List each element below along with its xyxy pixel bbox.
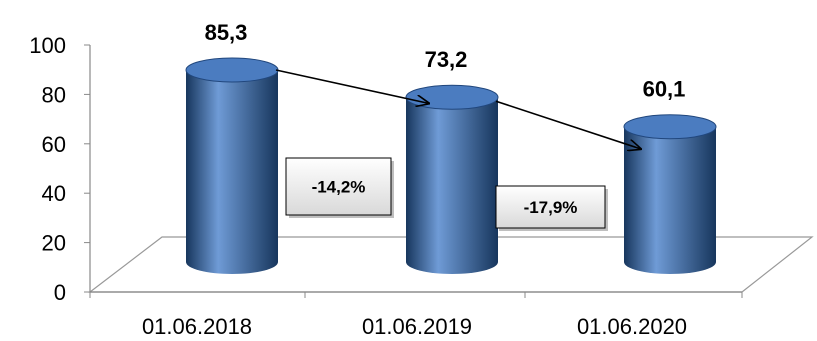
y-tick-label: 80: [42, 82, 66, 107]
data-label: 60,1: [643, 77, 686, 102]
bar-top: [624, 115, 716, 139]
x-tick-label: 01.06.2018: [142, 314, 252, 339]
change-label: -14,2%: [312, 178, 366, 197]
bar-2: [406, 85, 498, 274]
y-tick-label: 0: [54, 280, 66, 305]
bar-body: [186, 70, 278, 274]
x-tick-label: 01.06.2020: [577, 314, 687, 339]
data-label: 73,2: [425, 47, 468, 72]
change-box: -17,9%: [496, 186, 608, 231]
y-tick-label: 100: [29, 33, 66, 58]
y-tick-label: 20: [42, 231, 66, 256]
change-box: -14,2%: [286, 158, 394, 218]
y-tick-label: 60: [42, 132, 66, 157]
bar-top: [186, 58, 278, 82]
change-arrow: [496, 101, 640, 148]
bar-1: [186, 58, 278, 274]
bar-body: [406, 97, 498, 274]
change-arrow: [276, 70, 428, 103]
y-tick-label: 40: [42, 181, 66, 206]
data-label: 85,3: [205, 20, 248, 45]
bar-top: [406, 85, 498, 109]
bar-3: [624, 115, 716, 274]
x-tick-label: 01.06.2019: [362, 314, 472, 339]
change-label: -17,9%: [524, 198, 578, 217]
